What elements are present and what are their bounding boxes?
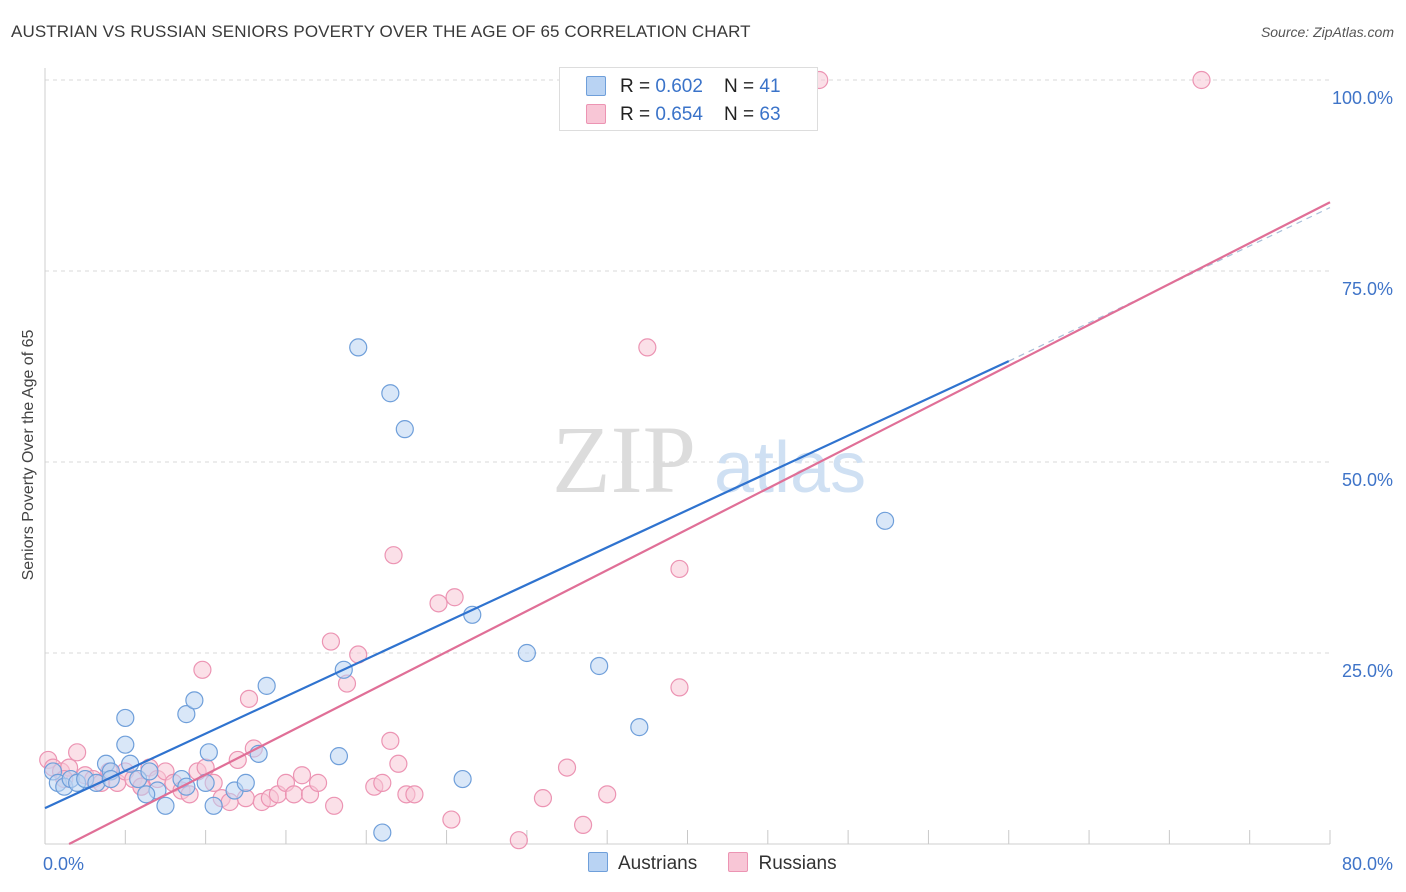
austrians-point	[137, 785, 156, 804]
watermark: ZIP atlas	[552, 406, 866, 513]
russians-point	[429, 594, 448, 613]
legend-item-austrians: Austrians	[588, 852, 697, 875]
russians-point	[638, 338, 657, 357]
austrians-point	[257, 676, 276, 695]
russians-point	[325, 796, 344, 815]
austrians-point	[630, 718, 649, 737]
correlation-legend: R = 0.602 N = 41 R = 0.654 N = 63	[559, 67, 818, 131]
russians-point	[68, 743, 87, 762]
austrians-point	[199, 743, 218, 762]
austrians-point	[517, 643, 536, 663]
russians-point	[405, 785, 424, 804]
austrians-trend-line	[44, 360, 1010, 810]
austrians-point	[116, 708, 135, 728]
russians-r-label: R =	[620, 104, 656, 125]
russians-point	[533, 789, 553, 808]
y-tick-label: 25.0%	[1342, 661, 1393, 681]
russians-point	[670, 559, 689, 579]
russians-point	[373, 773, 392, 792]
austrians-point	[329, 747, 349, 766]
russians-n-label: N =	[724, 104, 760, 125]
austrians-point	[204, 796, 223, 815]
russians-swatch	[586, 104, 606, 124]
austrians-r-value: 0.602	[655, 76, 703, 97]
austrians-point	[395, 420, 414, 439]
watermark-atlas: atlas	[714, 428, 866, 508]
austrians-point	[140, 762, 159, 781]
trend-lines	[44, 201, 1331, 845]
legend-item-russians: Russians	[728, 852, 837, 875]
watermark-zip: ZIP	[552, 406, 696, 513]
chart-source: Source: ZipAtlas.com	[1260, 24, 1394, 40]
russians-point	[1192, 70, 1211, 90]
austrians-legend-swatch	[588, 852, 608, 872]
austrians-point	[875, 511, 895, 530]
russians-point	[509, 831, 528, 850]
russians-point	[239, 689, 259, 708]
russians-point	[384, 546, 403, 565]
austrians-point	[373, 823, 392, 842]
austrians-point	[177, 705, 196, 724]
russians-point	[670, 678, 689, 697]
austrians-n-label: N =	[724, 76, 760, 97]
x-tick-label: 80.0%	[1342, 854, 1393, 874]
austrians-point	[453, 769, 472, 789]
russians-legend-label: Russians	[758, 853, 837, 874]
austrians-point	[349, 338, 368, 357]
russians-point	[442, 810, 461, 829]
russians-point	[321, 632, 341, 651]
y-tick-label: 50.0%	[1342, 470, 1393, 490]
russians-point	[193, 660, 212, 679]
austrians-point	[236, 773, 255, 792]
russians-point	[598, 785, 617, 804]
y-tick-label: 75.0%	[1342, 279, 1393, 299]
austrians-point	[185, 691, 204, 710]
austrians-point	[590, 656, 609, 676]
russians-legend-swatch	[728, 852, 749, 872]
russians-point	[445, 588, 464, 607]
austrians-point	[381, 384, 400, 403]
series-legend: Austrians Russians	[588, 852, 863, 875]
russians-point	[557, 758, 577, 777]
russians-point	[284, 785, 304, 804]
austrians-point	[156, 796, 175, 815]
austrians-points	[43, 70, 895, 842]
austrians-swatch	[586, 76, 606, 96]
russians-point	[292, 766, 312, 785]
russians-point	[389, 754, 408, 773]
russians-point	[381, 731, 400, 750]
austrians-r-label: R =	[620, 76, 656, 97]
y-tick-label: 100.0%	[1332, 88, 1393, 108]
chart-title: AUSTRIAN VS RUSSIAN SENIORS POVERTY OVER…	[11, 22, 751, 41]
tick-labels: 25.0% 50.0% 75.0% 100.0% 0.0% 80.0%	[43, 88, 1393, 874]
austrians-point	[101, 769, 120, 789]
austrians-legend-label: Austrians	[618, 853, 698, 874]
austrians-point	[116, 735, 135, 754]
x-tick-label: 0.0%	[43, 854, 84, 874]
austrians-n-value: 41	[759, 76, 781, 97]
russians-point	[573, 815, 593, 835]
russians-r-value: 0.654	[655, 104, 703, 125]
russians-n-value: 63	[759, 104, 781, 125]
russians-point	[308, 773, 328, 792]
russians-trend-line	[68, 201, 1331, 845]
